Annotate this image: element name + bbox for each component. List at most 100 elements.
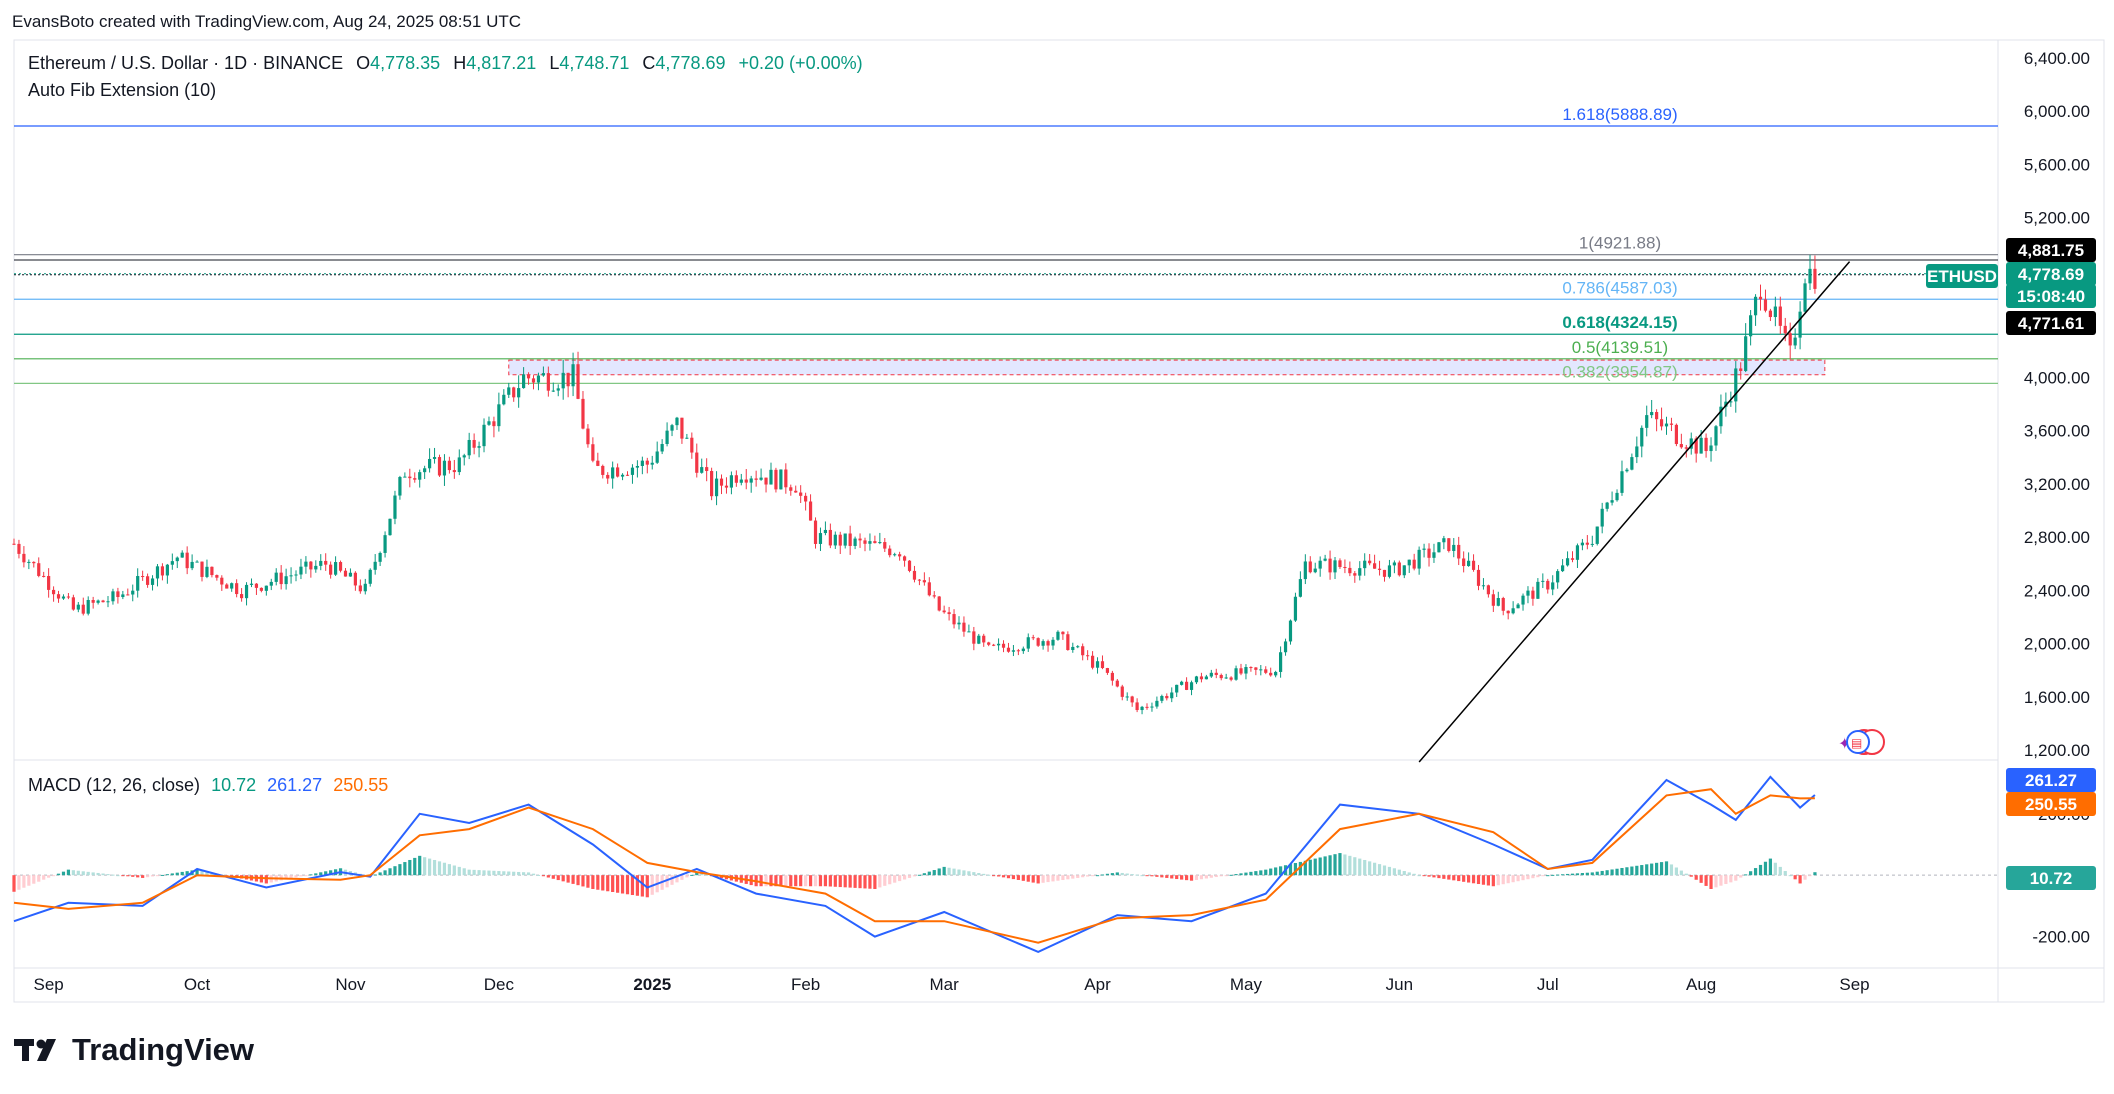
macd-hist-bar — [160, 874, 165, 876]
candle-body — [665, 430, 669, 445]
candle-body — [1363, 560, 1367, 569]
trendline — [1418, 261, 1851, 763]
tradingview-brand[interactable]: TradingView — [14, 1032, 254, 1068]
macd-hist-bar — [1422, 875, 1426, 877]
candle-body — [1457, 544, 1461, 559]
macd-hist-bar — [254, 875, 259, 882]
candle-body — [403, 476, 407, 478]
candle-body — [1417, 549, 1421, 569]
macd-hist-bar — [442, 862, 447, 876]
macd-hist-bar — [1056, 875, 1060, 881]
candle-body — [225, 584, 229, 589]
candle-body — [596, 460, 600, 466]
macd-hist-bar — [907, 875, 912, 878]
candle-body — [1125, 696, 1129, 698]
macd-hist-bar — [932, 870, 936, 876]
candle-body — [675, 417, 679, 426]
macd-hist-bar — [1655, 862, 1659, 876]
macd-hist-bar — [1194, 875, 1199, 880]
candle-body — [1189, 682, 1194, 690]
symbol-name[interactable]: Ethereum / U.S. Dollar · 1D · BINANCE — [28, 53, 344, 73]
candle-body — [462, 455, 466, 458]
candle-body — [645, 460, 649, 465]
macd-hist-bar — [353, 872, 357, 876]
candle-body — [1486, 585, 1490, 595]
candle-body — [1303, 561, 1307, 580]
macd-hist-bar — [1783, 871, 1787, 876]
macd-label: 261.27 — [2025, 771, 2077, 790]
price-tick: 6,000.00 — [2024, 102, 2090, 121]
macd-hist-bar — [111, 874, 115, 876]
candle-body — [1135, 702, 1139, 711]
macd-line-value: 261.27 — [267, 775, 323, 795]
candle-body — [1719, 406, 1723, 427]
candle-body — [1056, 631, 1060, 640]
close-value: 4,778.69 — [655, 53, 726, 73]
macd-hist-bar — [536, 874, 541, 876]
macd-hist-bar — [996, 875, 1001, 877]
macd-hist-bar — [1234, 874, 1238, 876]
symbol-legend[interactable]: Ethereum / U.S. Dollar · 1D · BINANCE O4… — [28, 53, 863, 74]
candle-body — [952, 614, 956, 625]
candle-body — [1021, 648, 1025, 652]
candle-body — [1462, 558, 1466, 567]
candle-body — [1447, 538, 1451, 551]
candle-body — [1768, 310, 1773, 318]
candle-body — [898, 554, 902, 557]
macd-hist-bar — [1249, 871, 1253, 876]
macd-hist-bar — [1115, 872, 1119, 876]
candle-body — [47, 575, 51, 590]
svg-text:✦: ✦ — [1838, 736, 1851, 753]
candle-body — [972, 631, 976, 644]
macd-hist-bar — [700, 873, 704, 876]
macd-hist-bar — [873, 875, 877, 889]
candle-body — [888, 548, 892, 556]
macd-hist-bar — [47, 875, 51, 878]
macd-hist-bar — [1808, 875, 1812, 877]
candle-body — [546, 373, 550, 391]
candle-body — [388, 518, 392, 536]
macd-hist-bar — [1659, 862, 1664, 876]
macd-hist-bar — [1536, 875, 1540, 878]
candle-body — [1739, 368, 1743, 371]
candle-body — [734, 475, 738, 483]
macd-hist-bar — [611, 875, 615, 893]
indicator-legend[interactable]: Auto Fib Extension (10) — [28, 80, 217, 100]
macd-hist-bar — [1011, 875, 1016, 880]
candle-body — [170, 561, 174, 565]
candle-body — [1432, 552, 1436, 558]
price-tick: 2,800.00 — [2024, 528, 2090, 547]
candle-body — [348, 572, 353, 577]
candle-body — [1011, 650, 1016, 652]
candle-body — [373, 561, 377, 570]
macd-legend-label[interactable]: MACD (12, 26, close) — [28, 775, 201, 795]
candle-body — [1219, 674, 1223, 679]
macd-hist-bar — [1081, 875, 1085, 878]
candle-body — [996, 643, 1001, 646]
macd-legend[interactable]: MACD (12, 26, close) 10.72 261.27 250.55 — [28, 775, 388, 796]
candle-body — [863, 540, 867, 544]
macd-hist-bar — [1516, 875, 1520, 882]
candle-body — [848, 533, 852, 546]
candle-body — [314, 565, 318, 570]
macd-hist-bar — [378, 872, 382, 876]
macd-hist-bar — [1714, 875, 1718, 888]
candle-body — [413, 478, 417, 480]
event-flags-icon[interactable]: ✦ ▤ — [1838, 729, 1885, 755]
macd-hist-bar — [492, 870, 496, 876]
macd-hist-bar — [393, 866, 397, 876]
candle-body — [1145, 706, 1149, 708]
candle-body — [1491, 594, 1495, 606]
candle-body — [368, 569, 372, 584]
macd-hist-bar — [1368, 861, 1372, 876]
macd-hist-bar — [719, 875, 724, 879]
macd-hist-bar — [170, 873, 174, 876]
macd-series-macd — [13, 775, 1816, 953]
candle-body — [1526, 590, 1530, 596]
macd-hist-bar — [1744, 874, 1748, 876]
macd-hist-bar — [66, 869, 71, 876]
macd-hist-bar — [343, 869, 348, 876]
macd-hist-bar — [1625, 867, 1629, 876]
